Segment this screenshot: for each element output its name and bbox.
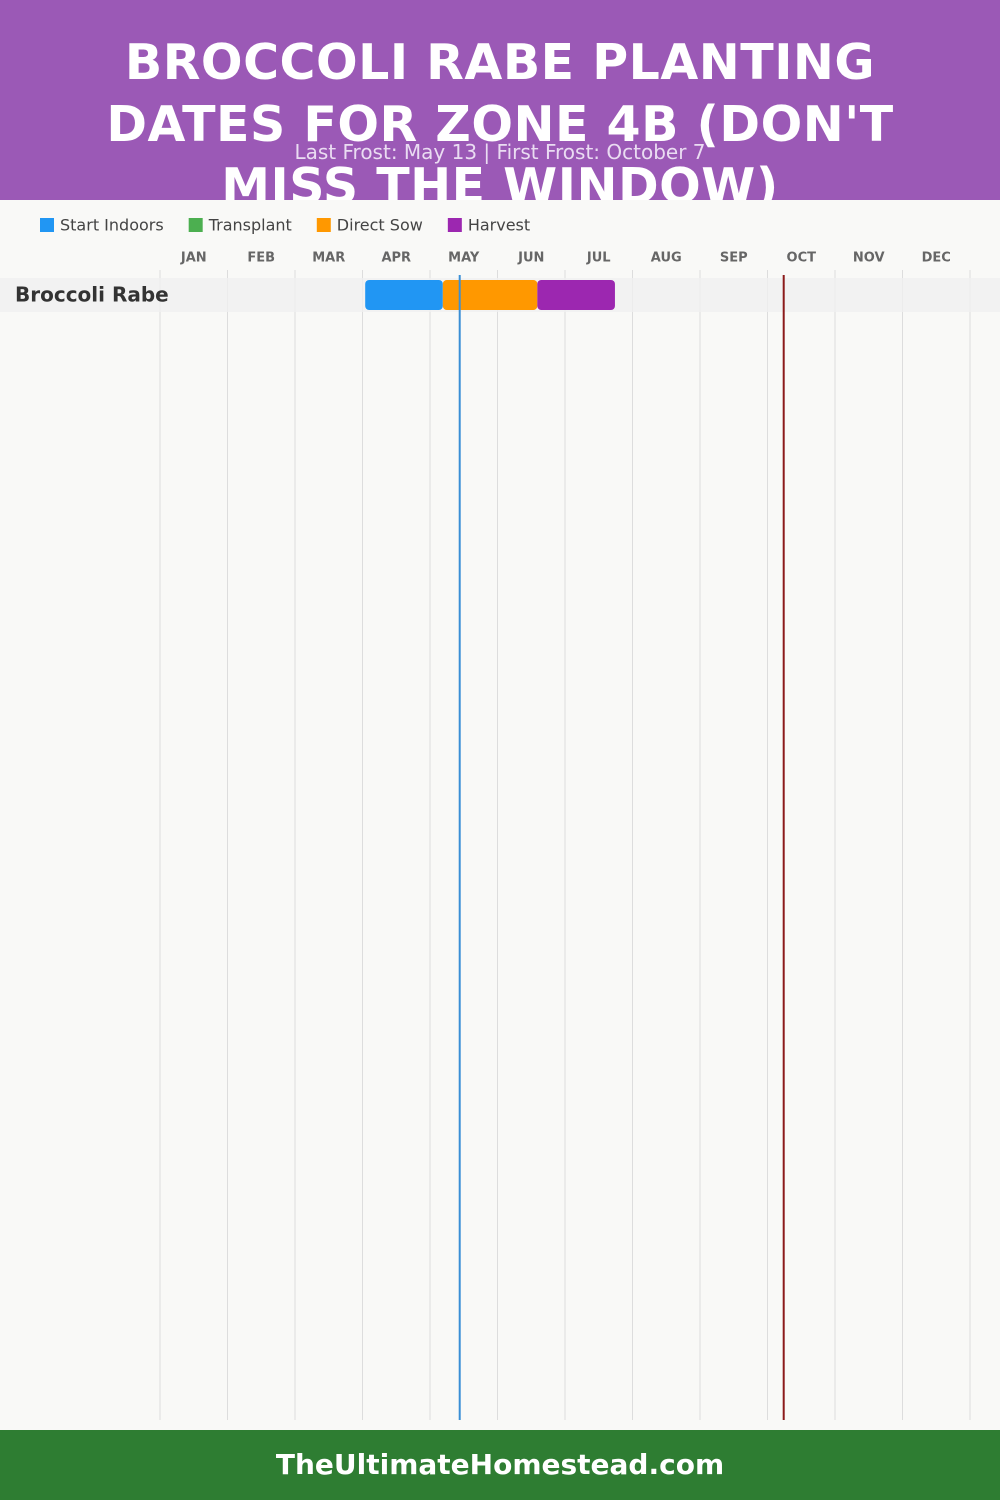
bar-segment (537, 280, 615, 310)
chart: Start Indoors Transplant Direct Sow Harvest… (0, 216, 1000, 1420)
legend-swatch (188, 218, 203, 232)
x-tick-label: DEC (922, 251, 951, 266)
chart-title: Broccoli Rabe Planting Dates for Zone 4b… (106, 34, 894, 200)
x-tick-label: MAR (312, 251, 345, 266)
legend-swatch (447, 218, 462, 232)
legend-swatch (40, 218, 54, 232)
x-tick-label: FEB (247, 251, 275, 266)
x-tick-label: SEP (720, 251, 748, 266)
x-tick-label: JUL (586, 251, 611, 266)
x-tick-label: JAN (180, 251, 207, 266)
x-tick-label: MAY (448, 251, 480, 266)
legend-label: Transplant (208, 216, 292, 235)
legend-label: Start Indoors (60, 216, 164, 235)
bar-segment (365, 280, 443, 310)
x-tick-label: AUG (651, 251, 682, 266)
x-tick-label: JUN (517, 251, 544, 266)
legend-swatch (316, 218, 331, 232)
header: Broccoli Rabe Planting Dates for Zone 4b… (0, 0, 1000, 200)
bar-segment (442, 280, 538, 310)
legend-label: Harvest (468, 216, 530, 235)
x-tick-label: OCT (787, 251, 817, 266)
chart-subtitle: Last Frost: May 13 | First Frost: Octobe… (294, 140, 706, 164)
x-tick-label: APR (381, 251, 411, 266)
row-label: Broccoli Rabe (15, 283, 169, 307)
legend-label: Direct Sow (337, 216, 423, 235)
footer: TheUltimateHomestead.com (0, 1430, 1000, 1500)
x-tick-label: NOV (853, 251, 885, 266)
